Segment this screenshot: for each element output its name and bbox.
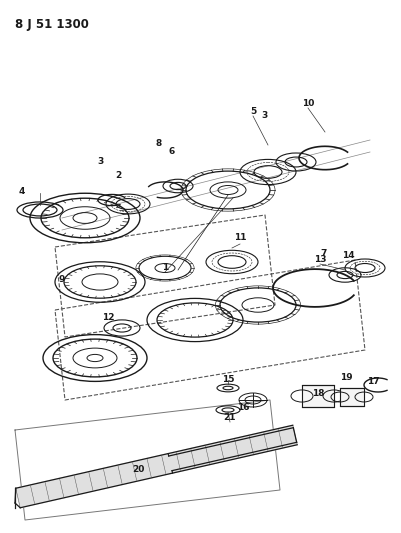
Text: 21: 21 — [224, 414, 236, 423]
Text: 3: 3 — [97, 157, 103, 166]
Text: 18: 18 — [312, 389, 324, 398]
Text: 5: 5 — [250, 108, 256, 117]
Text: 10: 10 — [302, 100, 314, 109]
Text: 14: 14 — [342, 251, 354, 260]
Text: 13: 13 — [314, 255, 326, 264]
Text: 20: 20 — [132, 465, 144, 474]
Text: 8: 8 — [156, 140, 162, 149]
Text: 16: 16 — [237, 403, 249, 413]
Text: 3: 3 — [261, 110, 267, 119]
Text: 6: 6 — [169, 148, 175, 157]
Text: 17: 17 — [367, 377, 379, 386]
Text: 1: 1 — [162, 263, 168, 272]
Text: 19: 19 — [340, 374, 352, 383]
Text: 15: 15 — [222, 376, 234, 384]
Text: 8 J 51 1300: 8 J 51 1300 — [15, 18, 89, 31]
Text: 11: 11 — [234, 233, 246, 243]
Text: 2: 2 — [115, 171, 121, 180]
Text: 4: 4 — [19, 188, 25, 197]
Bar — [302, 385, 334, 407]
Polygon shape — [16, 425, 297, 508]
Bar — [340, 388, 364, 406]
Text: 9: 9 — [59, 276, 65, 285]
Text: 12: 12 — [102, 313, 114, 322]
Text: 7: 7 — [321, 248, 327, 257]
